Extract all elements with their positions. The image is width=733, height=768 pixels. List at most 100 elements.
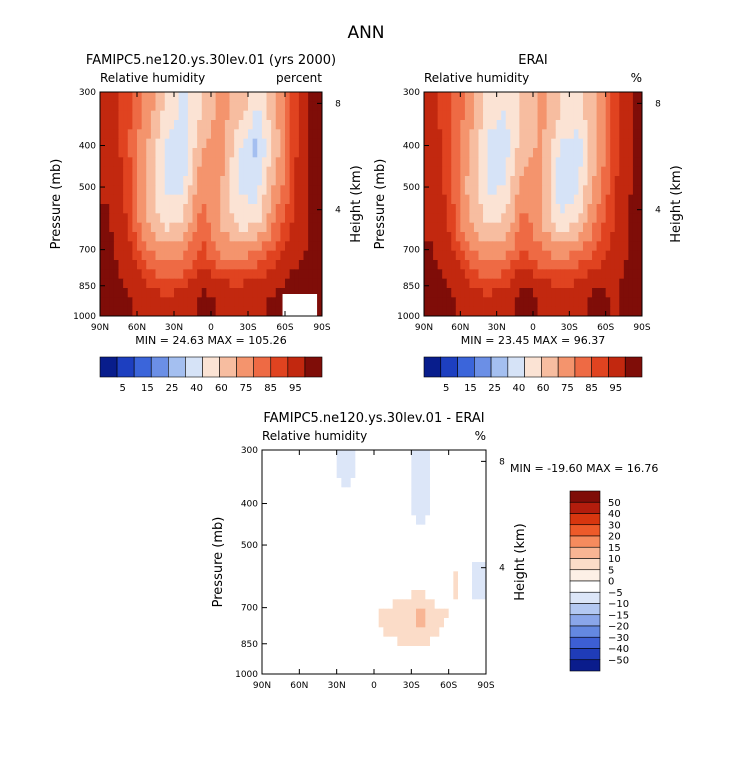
field-cell: [501, 269, 507, 280]
field-cell: [605, 129, 611, 140]
field-cell: [104, 92, 110, 102]
field-cell: [262, 459, 268, 470]
field-cell: [392, 459, 398, 470]
field-cell: [501, 288, 507, 298]
field-cell: [428, 157, 434, 168]
field-cell: [428, 306, 434, 317]
field-cell: [160, 148, 166, 158]
field-cell: [378, 534, 384, 544]
field-cell: [501, 101, 507, 112]
field-cell: [150, 120, 156, 130]
field-cell: [346, 468, 352, 479]
field-cell: [388, 487, 394, 498]
field-cell: [332, 571, 338, 582]
chart-subtitle-left: Relative humidity: [424, 71, 529, 85]
field-cell: [533, 120, 538, 130]
field-cell: [546, 176, 552, 186]
field-cell: [369, 627, 375, 638]
field-cell: [243, 120, 249, 130]
field-cell: [601, 185, 607, 196]
field-cell: [271, 459, 277, 470]
field-cell: [369, 487, 375, 498]
field-cell: [318, 487, 324, 498]
panels: FAMIPC5.ne120.ys.30lev.01 (yrs 2000)Rela…: [49, 53, 684, 691]
field-cell: [455, 129, 461, 140]
field-cell: [169, 297, 175, 308]
field-cell: [546, 129, 552, 140]
field-cell: [104, 250, 110, 261]
field-cell: [596, 232, 602, 242]
field-cell: [569, 269, 575, 280]
field-cell: [442, 278, 448, 289]
field-cell: [299, 599, 305, 610]
field-cell: [406, 543, 412, 554]
field-cell: [510, 278, 516, 289]
field-cell: [271, 636, 277, 647]
field-cell: [510, 306, 516, 317]
field-cell: [276, 590, 282, 600]
field-cell: [118, 241, 124, 252]
field-cell: [433, 241, 439, 252]
field-cell: [137, 194, 143, 205]
field-cell: [299, 552, 305, 563]
field-cell: [467, 599, 473, 610]
field-cell: [628, 232, 634, 242]
field-cell: [280, 496, 286, 507]
field-cell: [215, 185, 221, 196]
field-cell: [623, 92, 629, 102]
field-cell: [308, 101, 314, 112]
y-tick-label: 850: [403, 282, 420, 292]
field-cell: [252, 138, 258, 149]
field-cell: [298, 120, 304, 130]
field-cell: [378, 552, 384, 563]
field-cell: [582, 185, 588, 196]
field-cell: [569, 110, 575, 121]
field-cell: [569, 297, 575, 308]
field-cell: [619, 166, 625, 177]
field-cell: [578, 306, 584, 317]
field-cell: [360, 496, 366, 507]
field-cell: [496, 194, 502, 205]
field-cell: [578, 213, 584, 224]
field-cell: [592, 288, 597, 298]
field-cell: [155, 213, 161, 224]
field-cell: [569, 101, 575, 112]
field-cell: [127, 120, 133, 130]
field-cell: [276, 524, 282, 535]
field-cell: [460, 260, 466, 270]
field-cell: [327, 459, 333, 470]
field-cell: [533, 129, 538, 140]
field-cell: [451, 101, 457, 112]
field-cell: [464, 110, 470, 121]
field-cell: [478, 194, 484, 205]
field-cell: [424, 138, 429, 149]
field-cell: [514, 269, 520, 280]
field-cell: [533, 288, 538, 298]
field-cell: [322, 478, 328, 488]
field-cell: [510, 101, 516, 112]
field-cell: [169, 176, 175, 186]
field-cell: [483, 222, 488, 233]
field-cell: [360, 571, 366, 582]
field-cell: [262, 599, 268, 610]
field-cell: [243, 269, 249, 280]
field-cell: [564, 232, 570, 242]
field-cell: [276, 627, 282, 638]
field-cell: [458, 468, 464, 479]
field-cell: [610, 288, 616, 298]
field-cell: [551, 297, 557, 308]
field-cell: [425, 543, 431, 554]
field-cell: [458, 608, 464, 619]
y-tick-label: 850: [241, 640, 258, 650]
field-cell: [564, 213, 570, 224]
field-cell: [453, 552, 459, 563]
field-cell: [229, 194, 235, 205]
field-cell: [510, 129, 516, 140]
field-cell: [155, 260, 161, 270]
field-cell: [178, 241, 184, 252]
field-cell: [187, 269, 193, 280]
field-cell: [619, 241, 625, 252]
field-cell: [174, 110, 180, 121]
field-cell: [523, 138, 529, 149]
field-cell: [439, 655, 445, 666]
